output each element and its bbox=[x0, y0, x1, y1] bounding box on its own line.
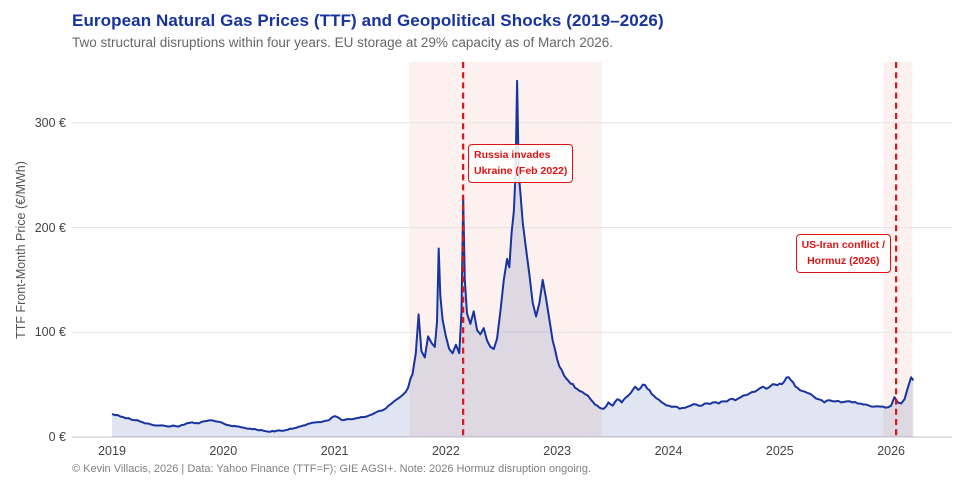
annotation-text-line: Ukraine (Feb 2022) bbox=[474, 165, 568, 178]
chart-title: European Natural Gas Prices (TTF) and Ge… bbox=[72, 11, 664, 30]
x-tick-label: 2025 bbox=[765, 444, 794, 458]
y-tick-label: 100 € bbox=[34, 325, 66, 340]
shock-period-band bbox=[409, 62, 602, 437]
footer-credit: © Kevin Villacis, 2026 | Data: Yahoo Fin… bbox=[72, 463, 592, 475]
x-tick-label: 2020 bbox=[209, 444, 238, 458]
x-tick-label: 2026 bbox=[877, 444, 905, 458]
x-tick-label: 2021 bbox=[320, 444, 349, 458]
annotation-us-iran-hormuz: US-Iran conflict / Hormuz (2026) bbox=[795, 234, 891, 273]
x-tick-label: 2019 bbox=[98, 444, 126, 458]
price-line bbox=[111, 79, 915, 433]
x-tick-label: 2023 bbox=[543, 444, 572, 458]
y-axis-title: TTF Front-Month Price (€/MWh) bbox=[14, 161, 28, 339]
annotation-russia-invades-ukraine: Russia invades Ukraine (Feb 2022) bbox=[468, 144, 574, 183]
y-tick-label: 200 € bbox=[34, 220, 66, 235]
x-tick-label: 2024 bbox=[654, 444, 683, 458]
x-tick-label: 2022 bbox=[431, 444, 460, 458]
annotation-text-line: US-Iran conflict / bbox=[801, 239, 885, 251]
y-tick-label: 0 € bbox=[48, 430, 66, 444]
annotation-text-line: Hormuz (2026) bbox=[807, 255, 880, 268]
price-area-fill bbox=[112, 80, 914, 438]
chart-subtitle: Two structural disruptions within four y… bbox=[72, 35, 614, 50]
y-tick-label: 300 € bbox=[34, 115, 66, 130]
annotation-text-line: Russia invades bbox=[474, 149, 551, 161]
